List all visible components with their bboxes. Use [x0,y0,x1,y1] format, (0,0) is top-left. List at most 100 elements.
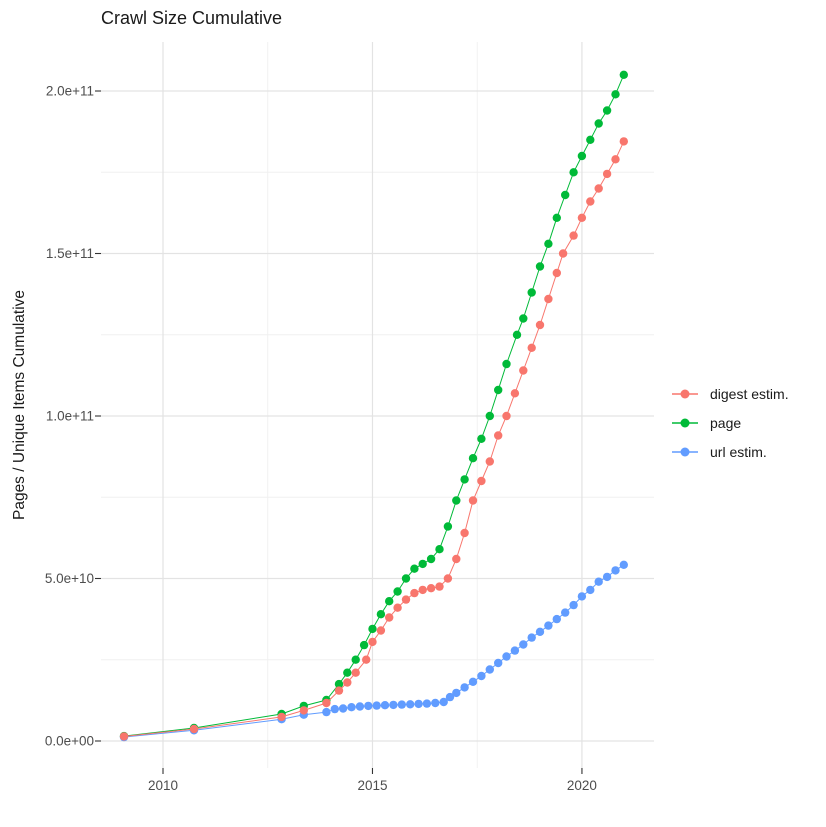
data-point-digest-estim- [494,431,503,440]
data-point-digest-estim- [510,389,520,398]
data-point-digest-estim- [611,155,620,164]
data-point-url-estim- [380,701,390,710]
data-point-url-estim- [552,614,561,624]
data-point-page [343,668,352,677]
data-point-page [418,559,427,569]
data-point-url-estim- [594,577,603,586]
data-point-url-estim- [355,702,365,711]
data-point-url-estim- [510,646,520,655]
data-point-page [502,359,511,369]
data-point-page [452,496,461,505]
y-tick-label: 1.5e+11 [46,246,94,261]
legend-key-page-icon [672,418,698,427]
data-point-digest-estim- [277,712,286,722]
data-point-page [401,574,411,583]
data-point-page [368,624,377,634]
data-point-url-estim- [338,704,348,713]
x-tick-label: 2020 [567,778,597,793]
data-point-url-estim- [535,627,545,636]
data-point-url-estim- [468,677,478,686]
data-point-page [552,213,561,222]
data-point-page [385,597,394,606]
data-point-digest-estim- [519,366,528,375]
data-point-url-estim- [389,700,398,710]
data-point-url-estim- [586,585,595,595]
data-point-digest-estim- [189,724,199,734]
x-tick-label: 2015 [357,778,387,793]
data-point-page [485,411,494,421]
data-point-digest-estim- [410,588,419,598]
data-point-url-estim- [414,699,423,709]
y-tick-label: 1.0e+11 [46,409,94,424]
data-point-page [594,119,603,128]
data-point-page [351,655,360,664]
data-point-digest-estim- [443,574,453,583]
x-tick-label: 2010 [148,778,178,793]
data-point-url-estim- [611,566,620,575]
data-point-page [359,640,369,650]
data-point-url-estim- [485,665,494,674]
data-point-digest-estim- [569,231,578,240]
data-point-url-estim- [330,704,339,714]
data-point-digest-estim- [299,706,308,715]
data-point-digest-estim- [477,476,486,486]
legend-label-url: url estim. [710,443,767,460]
data-point-url-estim- [494,658,503,668]
data-point-page [468,454,478,463]
legend-item-url-estim: url estim. [670,437,789,466]
y-tick-label: 5.0e+10 [45,571,94,586]
data-point-page [477,434,486,443]
series-line-page [123,74,625,737]
data-point-digest-estim- [334,686,344,695]
data-point-page [376,610,386,619]
data-point-url-estim- [602,572,612,582]
data-point-digest-estim- [535,320,545,330]
data-point-digest-estim- [460,528,469,538]
data-point-digest-estim- [362,655,371,664]
data-point-page [569,168,578,177]
data-point-digest-estim- [385,613,394,622]
data-point-digest-estim- [435,582,444,591]
data-point-page [535,262,545,271]
data-point-digest-estim- [426,584,436,593]
data-point-url-estim- [460,683,469,692]
data-point-digest-estim- [368,637,377,647]
data-point-page [426,554,436,564]
data-point-url-estim- [577,592,587,601]
data-point-url-estim- [527,633,536,642]
legend-label-page: page [710,414,742,431]
data-point-digest-estim- [452,554,461,564]
data-point-digest-estim- [502,411,511,421]
data-point-url-estim- [445,692,455,702]
data-point-digest-estim- [552,268,561,278]
data-point-url-estim- [364,701,373,711]
data-point-digest-estim- [401,595,411,604]
data-point-digest-estim- [558,249,568,258]
data-point-page [410,564,419,573]
data-point-digest-estim- [619,137,628,146]
legend-key-digest-icon [672,389,698,398]
data-point-url-estim- [322,707,331,717]
data-point-page [611,90,620,99]
data-point-url-estim- [569,600,578,610]
data-point-digest-estim- [527,343,536,352]
y-tick-label: 2.0e+11 [46,84,94,99]
data-point-url-estim- [431,698,440,708]
chart-title: Crawl Size Cumulative [101,8,283,28]
data-point-url-estim- [477,671,486,681]
data-point-digest-estim- [376,626,386,635]
data-point-url-estim- [406,700,415,709]
data-point-url-estim- [422,699,432,708]
data-point-page [577,151,587,161]
data-point-page [527,288,536,297]
data-point-digest-estim- [594,184,603,193]
data-point-url-estim- [561,608,570,617]
data-point-digest-estim- [119,732,129,741]
data-point-url-estim- [519,640,528,649]
data-point-page [561,190,570,200]
series-line-url-estim- [123,564,625,738]
data-point-url-estim- [452,688,461,698]
data-point-digest-estim- [393,603,402,612]
